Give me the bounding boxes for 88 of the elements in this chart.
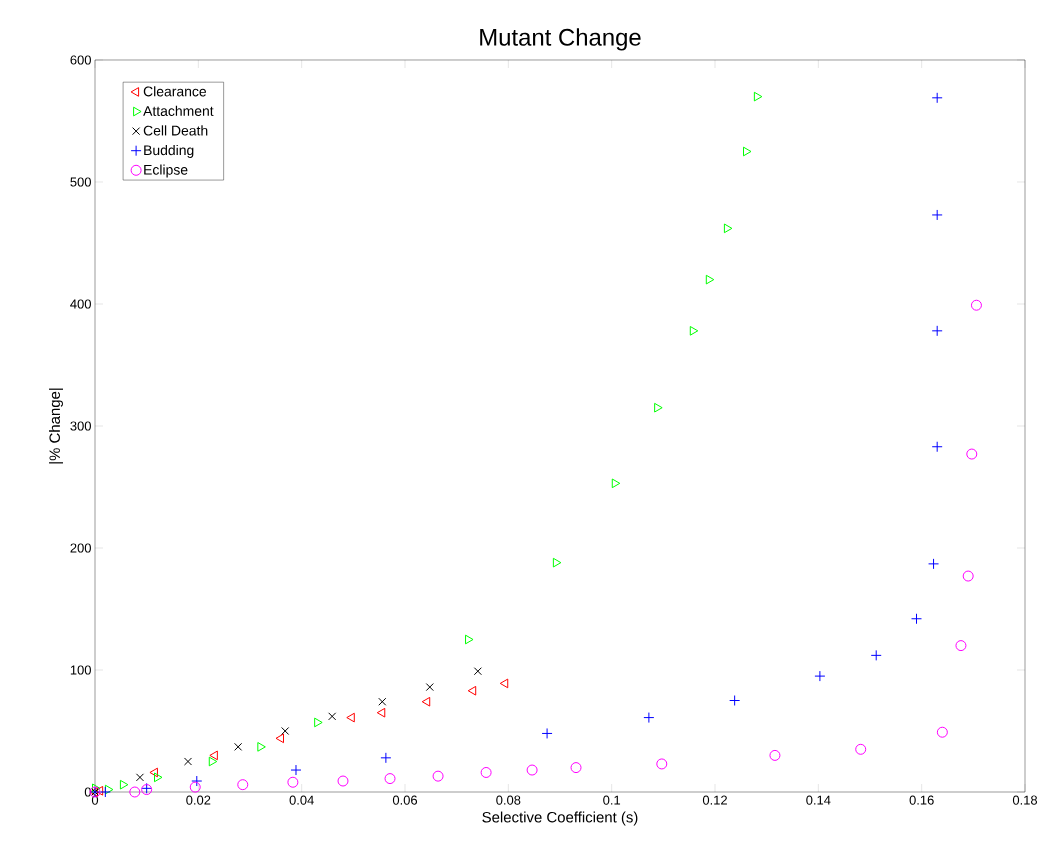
point xyxy=(290,764,302,776)
point xyxy=(346,712,355,723)
point xyxy=(425,683,434,692)
point xyxy=(870,649,882,661)
point xyxy=(643,712,655,724)
point xyxy=(928,558,940,570)
y-tick-label: 400 xyxy=(70,299,91,309)
y-tick-label: 600 xyxy=(70,55,91,65)
point xyxy=(209,750,218,761)
point xyxy=(129,786,141,798)
point xyxy=(970,299,982,311)
legend-label: Attachment xyxy=(143,105,214,116)
point xyxy=(552,557,562,568)
point xyxy=(154,772,163,783)
point xyxy=(467,685,477,696)
x-tick-label: 0.16 xyxy=(909,795,934,805)
point xyxy=(931,325,943,337)
point xyxy=(149,767,158,778)
x-tick-label: 0.18 xyxy=(1012,795,1038,805)
x-tick-label: 0.08 xyxy=(496,795,521,805)
point xyxy=(119,779,129,790)
x-tick-label: 0 xyxy=(91,795,99,805)
point xyxy=(499,678,509,689)
point xyxy=(931,209,943,221)
legend-label: Clearance xyxy=(143,86,207,97)
point xyxy=(611,478,621,489)
point xyxy=(189,781,201,793)
x-tick-label: 0.04 xyxy=(289,795,314,805)
y-tick-label: 300 xyxy=(70,421,91,431)
point xyxy=(743,146,752,157)
point xyxy=(723,223,733,234)
point xyxy=(337,775,349,787)
x-tick-label: 0.1 xyxy=(603,795,621,805)
point xyxy=(328,712,337,721)
point xyxy=(936,726,948,738)
point xyxy=(656,758,668,770)
chart-title: Mutant Change xyxy=(480,28,641,51)
point xyxy=(814,670,826,682)
point xyxy=(421,696,431,707)
point xyxy=(769,749,781,761)
point xyxy=(287,776,299,788)
x-tick-label: 0.12 xyxy=(702,795,727,805)
point xyxy=(705,274,715,285)
x-axis-title: Selective Coefficient (s) xyxy=(482,811,638,826)
point xyxy=(729,695,741,706)
point xyxy=(855,743,867,755)
point xyxy=(931,441,943,453)
point xyxy=(570,762,582,774)
point xyxy=(234,742,243,751)
x-tick-label: 0.06 xyxy=(392,795,418,805)
point xyxy=(376,707,386,718)
point xyxy=(753,91,763,102)
point xyxy=(378,697,387,706)
point xyxy=(955,640,967,652)
point xyxy=(208,756,218,767)
point xyxy=(99,786,111,798)
legend-label: Cell Death xyxy=(143,125,208,136)
point xyxy=(104,784,114,795)
point xyxy=(654,402,663,413)
y-tick-label: 500 xyxy=(70,177,91,187)
point xyxy=(931,92,943,104)
point xyxy=(135,773,144,782)
point xyxy=(689,326,699,336)
point xyxy=(526,764,538,776)
point xyxy=(281,726,290,736)
legend-label: Budding xyxy=(144,144,194,158)
point xyxy=(541,727,553,739)
legend-label: Eclipse xyxy=(144,164,188,178)
point xyxy=(191,775,203,787)
y-tick-label: 100 xyxy=(70,665,91,675)
point xyxy=(966,448,978,460)
point xyxy=(380,752,392,764)
point xyxy=(275,733,284,744)
point xyxy=(911,613,923,625)
point xyxy=(257,742,266,752)
point xyxy=(962,570,974,582)
y-tick-label: 200 xyxy=(70,543,91,553)
point xyxy=(473,667,482,676)
y-axis-title: |% Change| xyxy=(49,388,64,464)
point xyxy=(480,766,492,778)
point xyxy=(237,779,249,791)
point xyxy=(314,717,323,728)
point xyxy=(432,770,444,782)
point xyxy=(384,773,396,785)
point xyxy=(183,757,193,766)
x-tick-label: 0.14 xyxy=(806,795,831,805)
x-tick-label: 0.02 xyxy=(186,795,211,805)
point xyxy=(465,634,474,645)
